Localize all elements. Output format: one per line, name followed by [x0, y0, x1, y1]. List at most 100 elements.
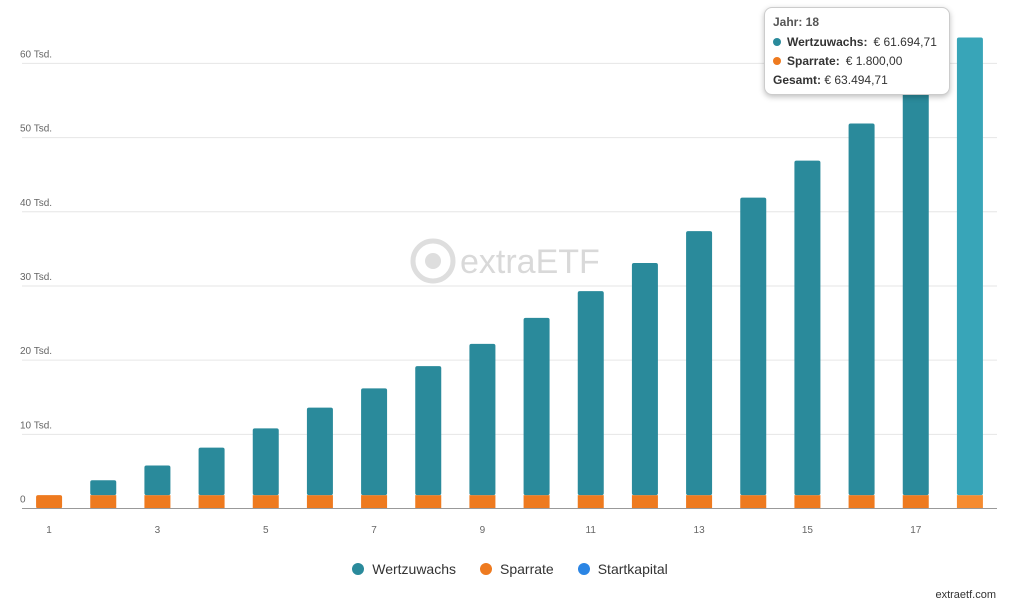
y-tick-label: 30 Tsd.: [20, 272, 52, 283]
bar-wertzuwachs[interactable]: [631, 262, 658, 496]
bar-group[interactable]: [198, 447, 225, 509]
legend-item-startkapital[interactable]: Startkapital: [577, 561, 668, 577]
y-tick-label: 20 Tsd.: [20, 346, 52, 357]
bar-sparrate[interactable]: [848, 495, 875, 509]
x-axis-ticks: 1 3 5 7 9 11 13 15 17: [46, 525, 921, 536]
bar-wertzuwachs[interactable]: [848, 123, 875, 496]
bar-wertzuwachs[interactable]: [198, 447, 225, 496]
tooltip-total: Gesamt: € 63.494,71: [773, 73, 941, 87]
bar-sparrate[interactable]: [415, 495, 442, 509]
bar-group[interactable]: [740, 197, 767, 509]
x-tick-label: 1: [46, 525, 52, 536]
bar-wertzuwachs[interactable]: [523, 317, 550, 496]
y-tick-label: 0: [20, 495, 26, 506]
tooltip-total-value: € 63.494,71: [824, 73, 888, 87]
bar-group[interactable]: [306, 407, 333, 509]
bar-wertzuwachs[interactable]: [144, 465, 171, 496]
bar-wertzuwachs[interactable]: [577, 291, 604, 496]
legend-item-sparrate[interactable]: Sparrate: [480, 561, 554, 577]
source-credit: extraetf.com: [935, 589, 996, 601]
legend-dot-startkapital: [577, 563, 590, 575]
tooltip-dot-wertzuwachs: [773, 38, 781, 46]
bar-sparrate[interactable]: [252, 495, 279, 509]
bar-wertzuwachs[interactable]: [361, 388, 388, 496]
x-tick-label: 13: [694, 525, 706, 536]
bar-sparrate[interactable]: [523, 495, 550, 509]
y-tick-label: 60 Tsd.: [20, 49, 52, 60]
x-tick-label: 17: [910, 525, 922, 536]
tooltip-label-wertzuwachs: Wertzuwachs:: [787, 35, 868, 49]
tooltip-label-sparrate: Sparrate:: [787, 54, 840, 68]
bar-group[interactable]: [686, 231, 713, 509]
y-axis-ticks: 0 10 Tsd. 20 Tsd. 30 Tsd. 40 Tsd. 50 Tsd. 60 T…: [20, 49, 52, 505]
bar-group[interactable]: [415, 366, 442, 509]
bar-wertzuwachs[interactable]: [902, 88, 929, 496]
bar-sparrate[interactable]: [956, 495, 983, 509]
tooltip-dot-sparrate: [773, 57, 781, 65]
bar-wertzuwachs[interactable]: [956, 37, 983, 496]
bar-sparrate[interactable]: [686, 495, 713, 509]
legend-dot-wertzuwachs: [352, 563, 365, 575]
tooltip-value-sparrate: € 1.800,00: [845, 54, 903, 68]
bar-group[interactable]: [523, 317, 550, 509]
y-tick-label: 40 Tsd.: [20, 198, 52, 209]
bar-group[interactable]: [90, 480, 117, 509]
bar-sparrate[interactable]: [90, 495, 117, 509]
x-tick-label: 9: [480, 525, 486, 536]
bar-sparrate[interactable]: [794, 495, 821, 509]
bar-group[interactable]: [252, 428, 279, 509]
tooltip-title: Jahr: 18: [773, 15, 820, 29]
bar-group[interactable]: [361, 388, 388, 509]
bar-wertzuwachs[interactable]: [90, 480, 117, 496]
bar-group[interactable]: [631, 262, 658, 509]
legend-label-wertzuwachs: Wertzuwachs: [372, 561, 457, 577]
tooltip-value-wertzuwachs: € 61.694,71: [873, 35, 937, 49]
y-tick-label: 50 Tsd.: [20, 124, 52, 135]
bar-group[interactable]: [469, 343, 496, 509]
x-tick-label: 7: [371, 525, 377, 536]
bar-sparrate[interactable]: [902, 495, 929, 509]
bar-group[interactable]: [902, 88, 929, 509]
legend-label-startkapital: Startkapital: [597, 561, 668, 577]
bar-wertzuwachs[interactable]: [415, 366, 442, 496]
bar-sparrate[interactable]: [361, 495, 388, 509]
stacked-bar-chart: extraETF 010 Tsd.20 Tsd.30 Tsd.40 Tsd.50…: [20, 37, 997, 536]
watermark: extraETF: [410, 238, 600, 284]
bar-group[interactable]: [956, 37, 983, 509]
watermark-text: extraETF: [460, 243, 600, 281]
bar-sparrate[interactable]: [469, 495, 496, 509]
bar-wertzuwachs[interactable]: [469, 343, 496, 496]
tooltip-row-sparrate: Sparrate: € 1.800,00: [773, 54, 941, 68]
tooltip-row-wertzuwachs: Wertzuwachs: € 61.694,71: [773, 35, 941, 49]
bar-group[interactable]: [848, 123, 875, 509]
bar-sparrate[interactable]: [631, 495, 658, 509]
bar-sparrate[interactable]: [198, 495, 225, 509]
bar-group[interactable]: [794, 160, 821, 509]
tooltip: Jahr: 18 Wertzuwachs: € 61.694,71 Sparra…: [764, 7, 950, 95]
watermark-logo-center: [425, 253, 441, 269]
bar-sparrate[interactable]: [577, 495, 604, 509]
bar-sparrate[interactable]: [740, 495, 767, 509]
x-tick-label: 3: [155, 525, 161, 536]
bar-sparrate[interactable]: [306, 495, 333, 509]
legend-dot-sparrate: [480, 563, 493, 575]
bar-group[interactable]: [144, 465, 171, 509]
bar-sparrate[interactable]: [36, 495, 63, 509]
y-tick-label: 10 Tsd.: [20, 420, 52, 431]
tooltip-total-label: Gesamt:: [773, 73, 822, 87]
bar-group[interactable]: [36, 495, 63, 509]
bar-group[interactable]: [577, 291, 604, 509]
legend-label-sparrate: Sparrate: [500, 561, 554, 577]
grid-lines: [22, 62, 997, 435]
x-tick-label: 5: [263, 525, 269, 536]
bar-wertzuwachs[interactable]: [686, 231, 713, 496]
bar-wertzuwachs[interactable]: [306, 407, 333, 496]
legend: Wertzuwachs Sparrate Startkapital: [0, 561, 1020, 577]
legend-item-wertzuwachs[interactable]: Wertzuwachs: [352, 561, 456, 577]
bar-sparrate[interactable]: [144, 495, 171, 509]
bar-wertzuwachs[interactable]: [740, 197, 767, 496]
x-tick-label: 15: [802, 525, 814, 536]
bar-wertzuwachs[interactable]: [252, 428, 279, 496]
bar-wertzuwachs[interactable]: [794, 160, 821, 496]
bars: [36, 37, 983, 509]
